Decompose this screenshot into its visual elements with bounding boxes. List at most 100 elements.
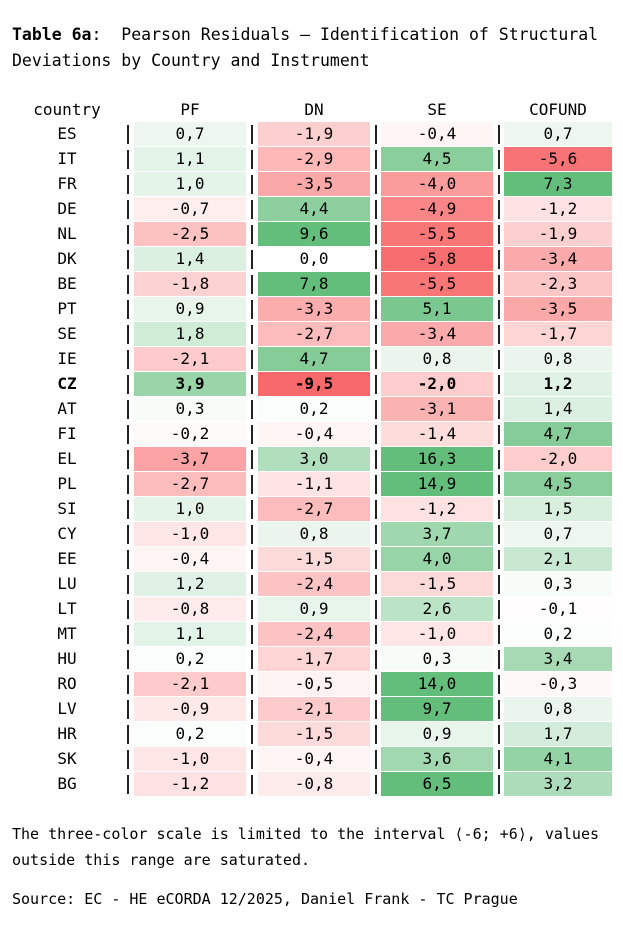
column-separator — [246, 647, 258, 671]
value-cell-dn: -2,4 — [258, 622, 370, 646]
value-cell-se: 9,7 — [381, 697, 493, 721]
separator-bar — [497, 425, 500, 444]
separator-bar — [251, 225, 253, 244]
value-cell-dn: 0,0 — [258, 247, 370, 271]
column-separator — [246, 347, 258, 371]
separator-bar — [127, 175, 129, 194]
value-cell-se: -5,5 — [381, 222, 493, 246]
column-separator — [246, 372, 258, 396]
value-cell-dn: 9,6 — [258, 222, 370, 246]
separator-bar — [374, 350, 377, 369]
column-separator — [493, 197, 504, 221]
separator-bar — [251, 500, 253, 519]
value-cell-se: 3,6 — [381, 747, 493, 771]
column-separator — [493, 597, 504, 621]
value-cell-pf: -2,7 — [134, 472, 246, 496]
column-separator — [122, 147, 134, 171]
value-cell-pf: -2,5 — [134, 222, 246, 246]
separator-bar — [127, 775, 129, 794]
value-cell-pf: 0,3 — [134, 397, 246, 421]
column-separator — [122, 247, 134, 271]
separator-bar — [127, 600, 129, 619]
value-cell-dn: 0,9 — [258, 597, 370, 621]
value-cell-se: -5,8 — [381, 247, 493, 271]
separator-bar — [251, 525, 253, 544]
column-separator — [122, 222, 134, 246]
value-cell-cofund: 1,2 — [504, 372, 612, 396]
country-code: CY — [57, 524, 77, 543]
separator-bar — [127, 575, 129, 594]
column-separator — [370, 772, 381, 796]
separator-bar — [497, 350, 500, 369]
separator-bar — [251, 125, 253, 144]
separator-bar — [374, 625, 377, 644]
column-separator — [370, 747, 381, 771]
table-row: IE -2,1 4,7 0,8 0,8 — [12, 347, 623, 372]
column-separator — [493, 347, 504, 371]
column-separator — [246, 222, 258, 246]
value-cell-pf: 1,2 — [134, 572, 246, 596]
separator-bar — [374, 375, 377, 394]
separator-bar — [497, 200, 500, 219]
table-row: NL -2,5 9,6 -5,5 -1,9 — [12, 222, 623, 247]
separator-bar — [497, 625, 500, 644]
separator-bar — [374, 675, 377, 694]
separator-bar — [251, 575, 253, 594]
value-cell-se: -2,0 — [381, 372, 493, 396]
column-separator — [493, 147, 504, 171]
value-cell-pf: -1,0 — [134, 522, 246, 546]
value-cell-dn: 0,2 — [258, 397, 370, 421]
column-separator — [370, 672, 381, 696]
separator-bar — [374, 250, 377, 269]
column-separator — [122, 322, 134, 346]
value-cell-se: 3,7 — [381, 522, 493, 546]
column-separator — [493, 322, 504, 346]
column-header-se: SE — [427, 100, 447, 119]
separator-bar — [497, 450, 500, 469]
column-separator — [493, 222, 504, 246]
separator-bar — [127, 275, 129, 294]
separator-bar — [497, 500, 500, 519]
value-cell-cofund: 1,7 — [504, 722, 612, 746]
separator-bar — [374, 600, 377, 619]
value-cell-dn: -1,7 — [258, 647, 370, 671]
separator-bar — [127, 450, 129, 469]
country-code: SE — [57, 324, 77, 343]
separator-bar — [251, 475, 253, 494]
separator-bar — [497, 575, 500, 594]
country-code: FR — [57, 174, 77, 193]
separator-bar — [497, 675, 500, 694]
value-cell-dn: 4,7 — [258, 347, 370, 371]
separator-bar — [251, 400, 253, 419]
value-cell-dn: 7,8 — [258, 272, 370, 296]
separator-bar — [127, 200, 129, 219]
column-separator — [370, 597, 381, 621]
table-row: DK 1,4 0,0 -5,8 -3,4 — [12, 247, 623, 272]
value-cell-se: 14,0 — [381, 672, 493, 696]
separator-bar — [497, 300, 500, 319]
column-separator — [493, 497, 504, 521]
country-code: DK — [57, 249, 77, 268]
column-separator — [246, 397, 258, 421]
column-separator — [246, 522, 258, 546]
value-cell-dn: -0,8 — [258, 772, 370, 796]
column-separator — [370, 622, 381, 646]
value-cell-cofund: 4,7 — [504, 422, 612, 446]
separator-bar — [251, 675, 253, 694]
value-cell-cofund: -0,1 — [504, 597, 612, 621]
separator-bar — [251, 550, 253, 569]
column-separator — [246, 697, 258, 721]
separator-bar — [497, 725, 500, 744]
value-cell-dn: 4,4 — [258, 197, 370, 221]
value-cell-se: -1,5 — [381, 572, 493, 596]
value-cell-se: 0,9 — [381, 722, 493, 746]
column-separator — [246, 122, 258, 146]
table-row: HR 0,2 -1,5 0,9 1,7 — [12, 722, 623, 747]
separator-bar — [374, 700, 377, 719]
value-cell-se: -1,2 — [381, 497, 493, 521]
column-separator — [122, 197, 134, 221]
column-separator — [246, 772, 258, 796]
table-header-row: country PF DN SE COFUND — [12, 98, 623, 122]
separator-bar — [127, 400, 129, 419]
value-cell-cofund: 2,1 — [504, 547, 612, 571]
